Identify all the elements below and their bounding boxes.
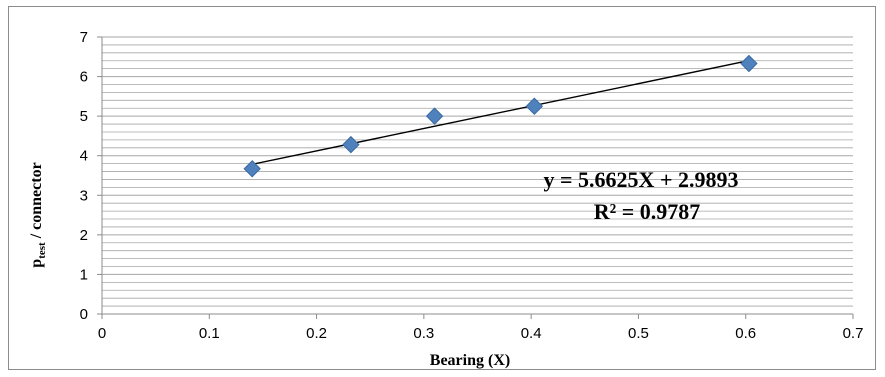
- y-axis-title-main: p: [28, 259, 45, 268]
- axes: [101, 37, 853, 315]
- r-squared-label: R² = 0.9787: [594, 199, 701, 224]
- y-tick-label: 1: [80, 266, 88, 283]
- x-tick-labels: 0 0.1 0.2 0.3 0.4 0.5 0.6 0.7: [98, 314, 864, 342]
- y-axis-title: ptest / connector: [28, 162, 48, 267]
- y-tick-label: 7: [80, 29, 88, 46]
- data-point: [243, 160, 261, 178]
- y-tick-label: 0: [80, 306, 88, 323]
- x-tick-label: 0.1: [199, 325, 220, 342]
- y-axis-title-subscript: test: [36, 242, 48, 259]
- x-tick-label: 0: [98, 325, 106, 342]
- x-tick-label: 0.4: [521, 325, 542, 342]
- x-tick-label: 0.2: [306, 325, 327, 342]
- x-axis-title: Bearing (X): [430, 352, 510, 369]
- grid-lines: [102, 36, 853, 307]
- x-tick-label: 0.6: [735, 325, 756, 342]
- x-tick-label: 0.7: [843, 325, 864, 342]
- x-tick-label: 0.5: [628, 325, 649, 342]
- y-axis-title-rest: / connector: [28, 162, 45, 242]
- data-point: [740, 54, 758, 73]
- data-point: [525, 97, 544, 115]
- trendline: [252, 59, 750, 166]
- y-tick-label: 2: [80, 227, 88, 244]
- trendline-equation: y = 5.6625X + 2.9893: [544, 167, 739, 192]
- data-point: [342, 135, 360, 154]
- y-tick-label: 3: [80, 187, 88, 204]
- data-points: [243, 54, 758, 178]
- linear-trendline: [252, 59, 750, 166]
- chart-frame: [8, 6, 876, 370]
- data-point: [425, 107, 444, 125]
- y-tick-label: 5: [80, 108, 88, 125]
- y-tick-label: 4: [80, 148, 88, 165]
- y-tick-label: 6: [80, 69, 88, 86]
- y-tick-labels: 0 1 2 3 4 5 6 7: [80, 29, 102, 323]
- x-tick-label: 0.3: [413, 325, 434, 342]
